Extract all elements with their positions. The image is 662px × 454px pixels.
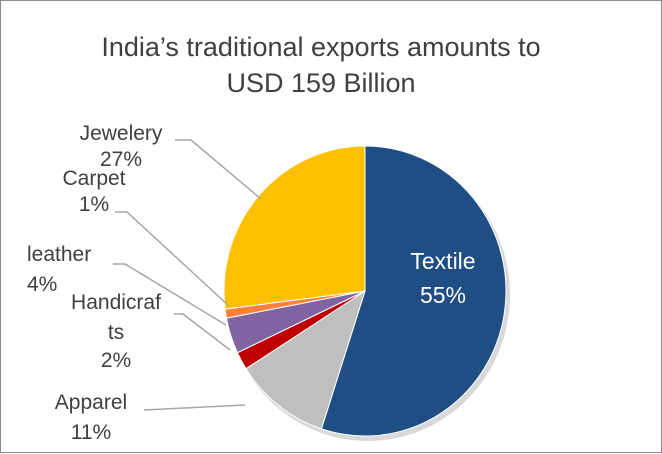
chart-title: India’s traditional exports amounts to U… [41, 29, 601, 101]
data-label-carpet-value: 1% [79, 193, 109, 216]
data-label-apparel-value: 11% [71, 421, 111, 444]
leader-line-jewelery [175, 139, 262, 200]
leader-line-handicrafts [174, 313, 231, 351]
data-label-leather-value: 4% [27, 273, 57, 296]
pie-slice-apparel [245, 289, 366, 430]
pie-slices [223, 145, 507, 437]
data-label-textile-name: Textile [410, 248, 475, 274]
data-label-leather-name: leather [27, 243, 91, 266]
data-label-apparel-name: Apparel [55, 391, 127, 414]
data-label-handicrafts-name-cont: ts [108, 321, 124, 344]
data-label-handicrafts-value: 2% [101, 349, 131, 372]
chart-title-line-2: USD 159 Billion [226, 68, 416, 98]
leader-line-apparel [143, 404, 246, 411]
data-label-jewelery-name: Jewelery [80, 122, 163, 145]
data-label-handicrafts-name: Handicraf [71, 291, 161, 314]
pie-slice-textile [320, 145, 507, 437]
leader-lines [113, 139, 262, 411]
pie-slice-jewelery [223, 145, 366, 310]
leader-line-carpet [115, 211, 230, 307]
data-label-textile-value: 55% [420, 282, 466, 308]
leader-line-leather [113, 263, 227, 326]
data-label-jewelery-value: 27% [100, 148, 142, 171]
data-labels: Textile 55% Apparel 11% Handicraf ts 2% leather… [27, 122, 476, 444]
chart-title-line-1: India’s traditional exports amounts to [101, 32, 541, 62]
data-label-carpet-name: Carpet [62, 167, 125, 190]
